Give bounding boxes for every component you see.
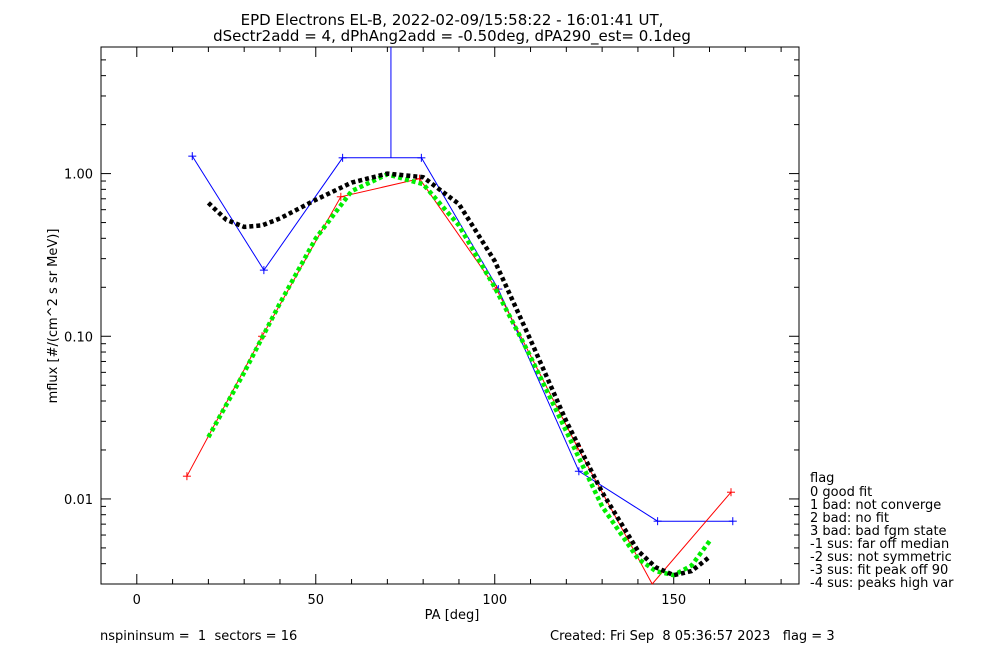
series-line-1 (186, 178, 732, 585)
x-tick-label: 0 (133, 593, 141, 608)
data-point-0 (259, 266, 268, 275)
x-axis-label: PA [deg] (425, 608, 480, 623)
data-point-0 (728, 517, 737, 526)
plot-frame (100, 46, 800, 585)
legend-item: -1 sus: far off median (810, 537, 949, 552)
chart-subtitle: dSectr2add = 4, dPhAng2add = -0.50deg, d… (213, 27, 691, 46)
y-tick-label: 0.10 (64, 330, 93, 345)
legend-item: -2 sus: not symmetric (810, 550, 952, 565)
legend-item: -4 sus: peaks high var (810, 576, 954, 591)
axes-layer: 0 50 100 150 0.01 0.10 1.00 (64, 46, 799, 608)
footer-right: Created: Fri Sep 8 05:36:57 2023 flag = … (550, 629, 835, 644)
data-point-0 (188, 152, 197, 161)
legend: flag 0 good fit 1 bad: not converge 2 ba… (810, 471, 954, 591)
legend-items: 0 good fit 1 bad: not converge 2 bad: no… (810, 485, 954, 591)
legend-item: 2 bad: no fit (810, 511, 889, 526)
data-point-0 (417, 153, 426, 162)
y-tick-label: 1.00 (64, 168, 93, 183)
data-point-0 (653, 517, 662, 526)
data-point-0 (574, 467, 583, 476)
legend-item: 3 bad: bad fgm state (810, 524, 947, 539)
data-point-0 (338, 153, 347, 162)
data-point-1 (182, 472, 191, 481)
data-point-1 (336, 192, 345, 201)
chart-title: EPD Electrons EL-B, 2022-02-09/15:58:22 … (241, 11, 664, 29)
y-tick-label: 0.01 (64, 493, 93, 508)
x-tick-label: 100 (482, 593, 507, 608)
data-point-1 (726, 488, 735, 497)
legend-item: 1 bad: not converge (810, 498, 941, 513)
legend-title: flag (810, 471, 834, 486)
x-tick-label: 150 (661, 593, 686, 608)
legend-item: 0 good fit (810, 485, 872, 500)
fit-curve-3 (206, 171, 711, 578)
x-tick-label: 50 (307, 593, 324, 608)
legend-item: -3 sus: fit peak off 90 (810, 563, 948, 578)
series-layer (182, 47, 737, 585)
footer-left: nspininsum = 1 sectors = 16 (100, 629, 297, 644)
y-axis-label: mflux [#/(cm^2 s sr MeV)] (46, 229, 61, 404)
series-line-0 (191, 155, 733, 522)
